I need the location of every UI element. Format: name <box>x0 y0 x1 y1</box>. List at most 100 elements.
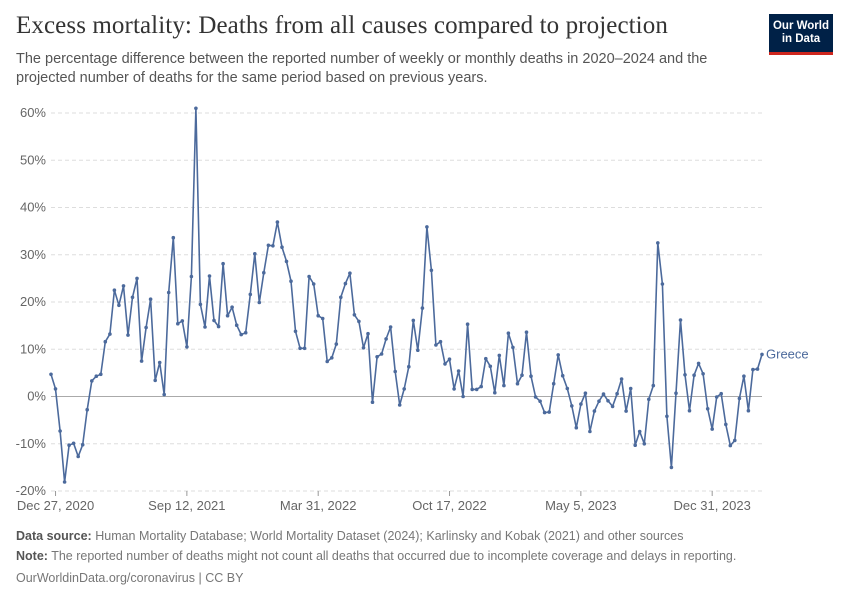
data-point <box>751 367 755 372</box>
data-point <box>502 383 506 388</box>
data-point <box>547 410 551 414</box>
data-point <box>384 337 388 341</box>
data-point <box>180 319 185 323</box>
data-point <box>194 106 198 111</box>
data-point <box>515 381 520 386</box>
source-link[interactable]: OurWorldinData.org/coronavirus | CC BY <box>16 571 244 585</box>
data-point <box>58 429 62 433</box>
data-point <box>755 367 760 371</box>
data-point <box>434 343 438 347</box>
data-point <box>130 295 135 300</box>
data-source: Data source: Human Mortality Database; W… <box>16 529 683 543</box>
y-tick-label: 0% <box>27 389 46 404</box>
data-point <box>574 425 579 430</box>
data-point <box>710 427 714 431</box>
data-point <box>112 288 117 292</box>
data-point <box>579 402 583 406</box>
data-point <box>239 332 243 337</box>
data-point <box>651 383 656 388</box>
data-point <box>443 362 447 366</box>
data-point <box>411 318 416 323</box>
data-point <box>148 297 153 301</box>
data-point <box>565 386 570 391</box>
data-point <box>601 392 606 396</box>
y-tick-label: 60% <box>20 105 46 120</box>
data-point <box>506 331 511 335</box>
data-point <box>203 325 207 329</box>
data-point <box>144 325 148 330</box>
data-point <box>85 407 89 412</box>
data-point <box>80 442 85 447</box>
data-point <box>366 331 370 336</box>
data-point <box>375 355 379 359</box>
y-axis-ticks: 60% 50% 40% 30% 20% 10% 0% -10% -20% <box>16 105 47 498</box>
data-point <box>714 395 719 399</box>
series-line-greece <box>50 107 763 483</box>
data-point <box>402 387 407 391</box>
data-point <box>99 372 103 377</box>
data-point <box>243 330 248 335</box>
data-point <box>647 397 651 402</box>
data-point <box>719 391 723 396</box>
data-point <box>302 346 307 351</box>
data-point <box>153 378 157 383</box>
data-point <box>588 429 592 434</box>
data-point <box>266 243 271 248</box>
x-tick-label: Dec 27, 2020 <box>17 498 94 513</box>
data-point <box>216 324 221 329</box>
data-point <box>624 409 628 413</box>
data-point <box>542 410 547 415</box>
data-point <box>465 322 470 326</box>
data-point <box>760 352 764 357</box>
data-point <box>90 379 94 383</box>
y-tick-label: -10% <box>16 436 47 451</box>
x-axis-ticks: Dec 27, 2020 Sep 12, 2021 Mar 31, 2022 Oct … <box>17 491 751 513</box>
data-point <box>705 407 710 411</box>
y-tick-label: -20% <box>16 483 47 498</box>
data-point <box>669 465 674 470</box>
data-point <box>49 372 53 377</box>
data-point <box>438 339 443 344</box>
data-source-text: Human Mortality Database; World Mortalit… <box>95 529 684 543</box>
data-point <box>234 323 239 327</box>
data-source-label: Data source: <box>16 529 92 543</box>
data-point <box>511 345 515 350</box>
data-point <box>139 359 144 363</box>
data-point <box>470 387 475 392</box>
data-point <box>452 387 456 391</box>
data-point <box>665 414 669 419</box>
data-point <box>343 281 348 286</box>
data-point <box>683 373 687 377</box>
data-point <box>696 361 701 366</box>
data-point <box>397 403 402 407</box>
y-tick-label: 30% <box>20 247 46 262</box>
data-point <box>257 300 262 305</box>
data-point <box>497 353 502 358</box>
data-point <box>162 392 166 397</box>
data-point <box>157 360 162 365</box>
data-point <box>570 404 574 408</box>
data-point <box>529 374 533 379</box>
data-point <box>330 356 334 360</box>
data-point <box>538 399 542 404</box>
x-tick-label: Oct 17, 2022 <box>412 498 486 513</box>
data-point <box>524 330 529 334</box>
data-point <box>271 244 275 248</box>
data-point <box>357 319 361 324</box>
y-tick-label: 40% <box>20 200 46 215</box>
note-text: The reported number of deaths might not … <box>51 549 737 563</box>
data-point <box>461 394 465 399</box>
data-point <box>619 377 624 381</box>
data-point <box>642 442 647 446</box>
data-point <box>597 399 601 404</box>
data-point <box>316 313 321 318</box>
logo-line-2: in Data <box>781 33 821 45</box>
owid-logo[interactable]: Our World in Data <box>769 14 833 55</box>
data-point <box>479 384 484 389</box>
data-point <box>212 318 216 323</box>
data-point <box>189 274 194 279</box>
data-point <box>370 400 375 405</box>
data-point <box>320 316 325 321</box>
data-point <box>746 408 751 413</box>
data-point <box>656 241 660 245</box>
